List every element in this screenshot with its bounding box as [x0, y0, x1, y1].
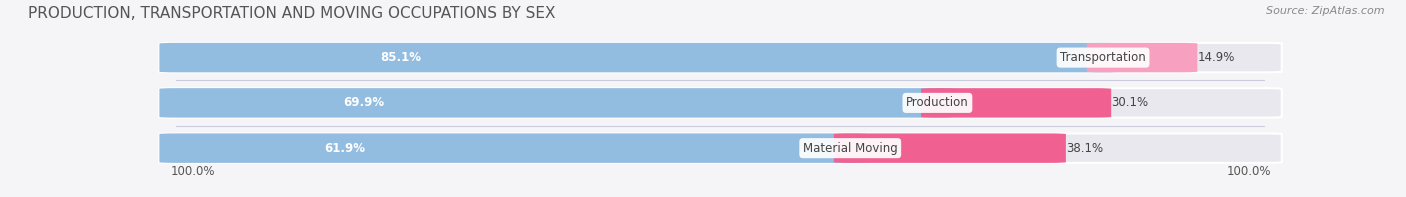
Text: Material Moving: Material Moving [803, 142, 897, 155]
Text: 69.9%: 69.9% [343, 96, 384, 109]
Text: 100.0%: 100.0% [170, 165, 215, 178]
FancyBboxPatch shape [159, 43, 1119, 72]
Text: 61.9%: 61.9% [325, 142, 366, 155]
Text: 100.0%: 100.0% [1226, 165, 1271, 178]
Text: Transportation: Transportation [1060, 51, 1146, 64]
Text: 30.1%: 30.1% [1111, 96, 1149, 109]
Text: Production: Production [905, 96, 969, 109]
FancyBboxPatch shape [834, 133, 1066, 163]
Text: 14.9%: 14.9% [1198, 51, 1234, 64]
FancyBboxPatch shape [159, 43, 1282, 72]
FancyBboxPatch shape [159, 88, 953, 118]
FancyBboxPatch shape [921, 88, 1111, 118]
Text: PRODUCTION, TRANSPORTATION AND MOVING OCCUPATIONS BY SEX: PRODUCTION, TRANSPORTATION AND MOVING OC… [28, 6, 555, 21]
FancyBboxPatch shape [159, 133, 866, 163]
FancyBboxPatch shape [159, 133, 1282, 163]
FancyBboxPatch shape [1087, 43, 1198, 72]
FancyBboxPatch shape [159, 88, 1282, 118]
Text: 38.1%: 38.1% [1066, 142, 1102, 155]
Text: Source: ZipAtlas.com: Source: ZipAtlas.com [1267, 6, 1385, 16]
Text: 85.1%: 85.1% [380, 51, 420, 64]
